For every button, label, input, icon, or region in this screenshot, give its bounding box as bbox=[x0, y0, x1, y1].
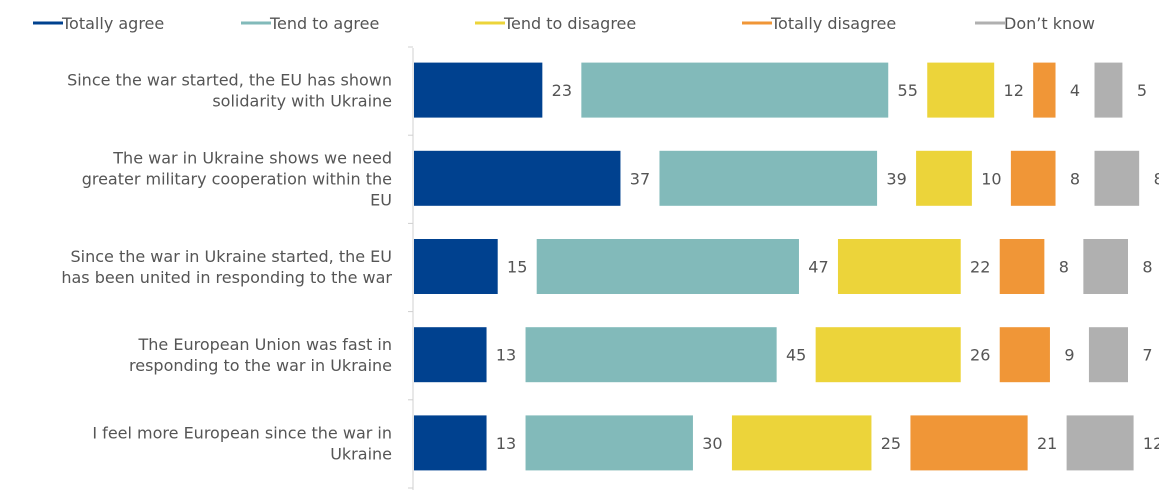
data-label-tend-to-agree: 55 bbox=[898, 81, 918, 100]
category-label: The European Union was fast in responding… bbox=[129, 335, 392, 375]
category-label-line: responding to the war in Ukraine bbox=[129, 356, 392, 375]
bar-totally-agree bbox=[414, 239, 498, 294]
bar-tend-to-disagree bbox=[731, 415, 872, 471]
category-label-line: solidarity with Ukraine bbox=[212, 92, 392, 111]
y-axis-ticks bbox=[408, 46, 413, 489]
bar-totally-agree bbox=[414, 62, 543, 118]
legend-label-totally-disagree: Totally disagree bbox=[770, 14, 896, 33]
category-label: I feel more European since the war in Ukr… bbox=[92, 423, 392, 463]
data-label-totally-disagree: 4 bbox=[1070, 81, 1080, 100]
bar-don-t-know bbox=[1066, 415, 1134, 471]
data-label-totally-disagree: 8 bbox=[1070, 169, 1080, 188]
category-label-line: Ukraine bbox=[330, 444, 392, 463]
data-label-totally-agree: 15 bbox=[507, 258, 527, 277]
bar-totally-agree bbox=[414, 150, 621, 206]
bar-tend-to-disagree bbox=[927, 62, 995, 118]
data-label-tend-to-disagree: 22 bbox=[970, 258, 990, 277]
bar-tend-to-disagree bbox=[916, 150, 972, 206]
legend-label-tend-to-agree: Tend to agree bbox=[269, 14, 379, 33]
category-label-line: EU bbox=[370, 190, 392, 209]
bar-don-t-know bbox=[1094, 62, 1123, 118]
bar-don-t-know bbox=[1094, 150, 1140, 206]
bar-don-t-know bbox=[1088, 327, 1128, 383]
bar-totally-disagree bbox=[1033, 62, 1056, 118]
category-label-line: The war in Ukraine shows we need bbox=[112, 148, 392, 167]
bar-totally-disagree bbox=[910, 415, 1028, 471]
data-label-don-t-know: 8 bbox=[1142, 258, 1152, 277]
bar-don-t-know bbox=[1083, 239, 1128, 294]
category-label-line: Since the war started, the EU has shown bbox=[67, 71, 392, 90]
data-label-totally-agree: 23 bbox=[552, 81, 572, 100]
data-label-tend-to-agree: 47 bbox=[808, 258, 828, 277]
data-label-don-t-know: 8 bbox=[1154, 169, 1159, 188]
data-label-totally-agree: 37 bbox=[630, 169, 650, 188]
bar-tend-to-disagree bbox=[815, 327, 961, 383]
category-label-line: greater military cooperation within the bbox=[82, 169, 392, 188]
data-label-don-t-know: 12 bbox=[1143, 434, 1159, 453]
category-label: The war in Ukraine shows we need greater … bbox=[82, 148, 392, 209]
data-label-don-t-know: 7 bbox=[1142, 346, 1152, 365]
data-label-tend-to-agree: 45 bbox=[786, 346, 806, 365]
data-label-don-t-know: 5 bbox=[1137, 81, 1147, 100]
data-label-tend-to-agree: 39 bbox=[886, 169, 906, 188]
bar-totally-disagree bbox=[999, 327, 1050, 383]
bar-tend-to-agree bbox=[525, 415, 693, 471]
bar-totally-agree bbox=[414, 327, 487, 383]
legend-label-tend-to-disagree: Tend to disagree bbox=[503, 14, 636, 33]
bars: 23 55 12 4 537 39 10 8 815 47 22 8 813 45 26 9 713 30 25 21… bbox=[414, 62, 1159, 471]
category-label-line: The European Union was fast in bbox=[138, 335, 392, 354]
bar-tend-to-disagree bbox=[837, 239, 961, 294]
data-label-totally-agree: 13 bbox=[496, 346, 516, 365]
bar-totally-disagree bbox=[999, 239, 1045, 294]
data-label-tend-to-disagree: 10 bbox=[981, 169, 1001, 188]
bar-totally-disagree bbox=[1010, 150, 1056, 206]
data-label-tend-to-disagree: 12 bbox=[1004, 81, 1024, 100]
data-label-tend-to-disagree: 25 bbox=[881, 434, 901, 453]
bar-totally-agree bbox=[414, 415, 487, 471]
bar-tend-to-agree bbox=[659, 150, 878, 206]
category-label-line: I feel more European since the war in bbox=[92, 423, 392, 442]
category-label: Since the war started, the EU has shown s… bbox=[67, 71, 392, 111]
legend: Totally agree Tend to agree Tend to disagr… bbox=[33, 14, 1095, 33]
category-label-line: has been united in responding to the war bbox=[61, 268, 392, 287]
data-label-totally-disagree: 9 bbox=[1064, 346, 1074, 365]
category-label-line: Since the war in Ukraine started, the EU bbox=[70, 247, 392, 266]
category-labels: Since the war started, the EU has shown s… bbox=[61, 71, 392, 464]
bar-tend-to-agree bbox=[525, 327, 777, 383]
data-label-tend-to-agree: 30 bbox=[702, 434, 722, 453]
data-label-totally-agree: 13 bbox=[496, 434, 516, 453]
data-label-tend-to-disagree: 26 bbox=[970, 346, 990, 365]
data-label-totally-disagree: 21 bbox=[1037, 434, 1057, 453]
category-label: Since the war in Ukraine started, the EU… bbox=[61, 247, 392, 287]
bar-tend-to-agree bbox=[581, 62, 889, 118]
legend-label-totally-agree: Totally agree bbox=[61, 14, 164, 33]
data-label-totally-disagree: 8 bbox=[1059, 258, 1069, 277]
bar-tend-to-agree bbox=[536, 239, 799, 294]
legend-label-don-t-know: Don’t know bbox=[1004, 14, 1095, 33]
